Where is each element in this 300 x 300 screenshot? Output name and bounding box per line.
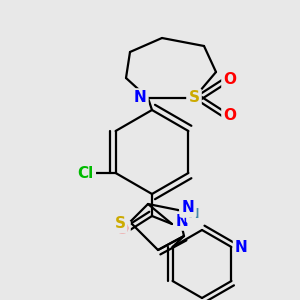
Text: O: O [224, 109, 236, 124]
Text: S: S [188, 91, 200, 106]
Text: N: N [176, 214, 188, 229]
Text: N: N [235, 239, 248, 254]
Text: H: H [188, 207, 200, 221]
Text: O: O [224, 73, 236, 88]
Text: Cl: Cl [77, 166, 94, 181]
Text: S: S [115, 217, 125, 232]
Text: O: O [116, 223, 128, 238]
Text: N: N [134, 91, 146, 106]
Text: N: N [182, 200, 194, 215]
